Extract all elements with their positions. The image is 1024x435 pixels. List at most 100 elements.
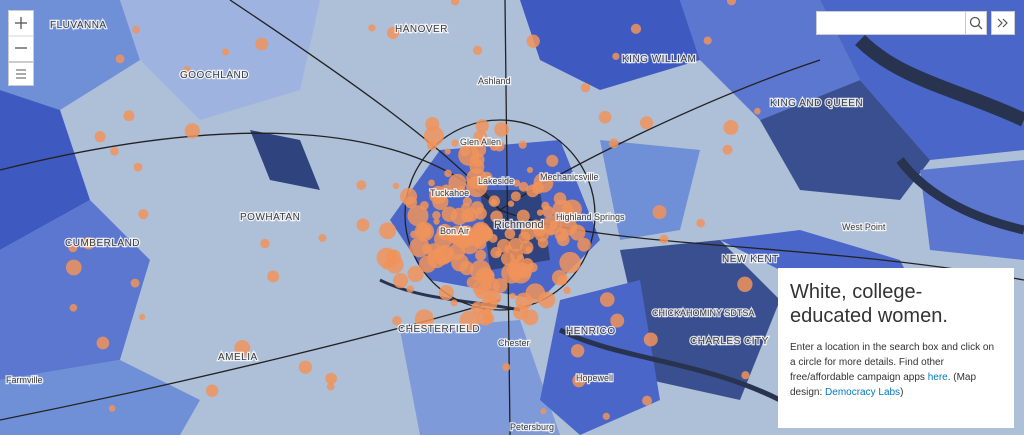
- population-circle[interactable]: [65, 259, 82, 276]
- population-circle[interactable]: [470, 152, 485, 168]
- population-circle[interactable]: [450, 0, 460, 6]
- population-circle[interactable]: [234, 340, 251, 356]
- population-circle[interactable]: [507, 200, 515, 207]
- population-circle[interactable]: [612, 52, 620, 60]
- population-circle[interactable]: [556, 233, 570, 247]
- population-circle[interactable]: [474, 207, 487, 220]
- population-circle[interactable]: [392, 182, 400, 190]
- population-circle[interactable]: [475, 119, 489, 133]
- population-circle[interactable]: [438, 285, 454, 301]
- population-circle[interactable]: [569, 224, 586, 241]
- layer-list-button[interactable]: [8, 62, 34, 86]
- population-circle[interactable]: [608, 138, 619, 149]
- link[interactable]: here: [927, 372, 948, 383]
- population-circle[interactable]: [451, 139, 459, 147]
- population-circle[interactable]: [723, 120, 739, 135]
- population-circle[interactable]: [133, 162, 143, 172]
- population-circle[interactable]: [642, 395, 653, 406]
- population-circle[interactable]: [444, 148, 451, 155]
- population-circle[interactable]: [481, 226, 489, 234]
- population-circle[interactable]: [559, 251, 581, 274]
- population-circle[interactable]: [534, 227, 549, 242]
- population-circle[interactable]: [469, 259, 492, 282]
- population-circle[interactable]: [356, 180, 367, 191]
- population-circle[interactable]: [425, 117, 440, 132]
- population-circle[interactable]: [356, 218, 370, 232]
- population-circle[interactable]: [473, 130, 488, 145]
- search-button[interactable]: [965, 11, 987, 35]
- population-circle[interactable]: [703, 36, 712, 45]
- population-circle[interactable]: [132, 25, 140, 34]
- population-circle[interactable]: [260, 238, 270, 249]
- population-circle[interactable]: [741, 371, 750, 380]
- population-circle[interactable]: [326, 382, 335, 391]
- population-circle[interactable]: [572, 374, 586, 388]
- expand-button[interactable]: [991, 11, 1015, 35]
- population-circle[interactable]: [96, 336, 110, 350]
- population-circle[interactable]: [630, 23, 642, 34]
- population-circle[interactable]: [462, 197, 472, 207]
- search-input[interactable]: [816, 11, 966, 35]
- population-circle[interactable]: [475, 249, 487, 261]
- population-circle[interactable]: [520, 224, 537, 241]
- population-circle[interactable]: [640, 116, 654, 130]
- population-circle[interactable]: [580, 82, 591, 93]
- population-circle[interactable]: [540, 408, 547, 415]
- population-circle[interactable]: [533, 172, 554, 193]
- population-circle[interactable]: [473, 45, 483, 55]
- population-circle[interactable]: [139, 313, 146, 321]
- population-circle[interactable]: [527, 263, 534, 271]
- population-circle[interactable]: [490, 210, 503, 223]
- population-circle[interactable]: [512, 179, 521, 187]
- link[interactable]: Democracy Labs: [825, 387, 901, 398]
- population-circle[interactable]: [459, 310, 480, 331]
- population-circle[interactable]: [563, 286, 571, 295]
- population-circle[interactable]: [652, 205, 667, 220]
- population-circle[interactable]: [82, 237, 95, 250]
- population-circle[interactable]: [94, 131, 106, 143]
- population-circle[interactable]: [510, 191, 521, 202]
- population-circle[interactable]: [557, 275, 568, 285]
- population-circle[interactable]: [407, 205, 429, 227]
- population-circle[interactable]: [518, 181, 529, 192]
- population-circle[interactable]: [325, 372, 337, 385]
- population-circle[interactable]: [255, 37, 269, 51]
- population-circle[interactable]: [444, 169, 452, 178]
- population-circle[interactable]: [382, 261, 390, 270]
- population-circle[interactable]: [526, 166, 534, 174]
- population-circle[interactable]: [476, 309, 494, 326]
- population-circle[interactable]: [546, 228, 555, 236]
- population-circle[interactable]: [659, 234, 669, 244]
- population-circle[interactable]: [368, 24, 376, 32]
- population-circle[interactable]: [433, 218, 440, 225]
- population-circle[interactable]: [205, 384, 219, 397]
- population-circle[interactable]: [406, 285, 414, 293]
- population-circle[interactable]: [183, 66, 191, 74]
- population-circle[interactable]: [643, 332, 658, 347]
- population-circle[interactable]: [516, 209, 530, 223]
- population-circle[interactable]: [737, 276, 753, 292]
- population-circle[interactable]: [570, 344, 585, 358]
- population-circle[interactable]: [115, 54, 125, 64]
- population-circle[interactable]: [485, 282, 492, 290]
- population-circle[interactable]: [450, 299, 458, 307]
- population-circle[interactable]: [501, 262, 522, 284]
- population-circle[interactable]: [427, 249, 446, 269]
- population-circle[interactable]: [500, 251, 515, 266]
- population-circle[interactable]: [509, 292, 516, 299]
- population-circle[interactable]: [448, 173, 467, 192]
- population-circle[interactable]: [525, 283, 546, 303]
- population-circle[interactable]: [386, 255, 404, 274]
- population-circle[interactable]: [123, 110, 135, 122]
- population-circle[interactable]: [552, 199, 574, 221]
- population-circle[interactable]: [414, 309, 434, 329]
- population-circle[interactable]: [434, 229, 453, 249]
- population-circle[interactable]: [610, 313, 625, 328]
- population-circle[interactable]: [379, 222, 397, 240]
- population-circle[interactable]: [110, 147, 119, 156]
- population-circle[interactable]: [267, 270, 280, 283]
- population-circle[interactable]: [549, 220, 559, 230]
- population-circle[interactable]: [541, 201, 550, 210]
- population-circle[interactable]: [386, 26, 399, 39]
- population-circle[interactable]: [440, 184, 452, 196]
